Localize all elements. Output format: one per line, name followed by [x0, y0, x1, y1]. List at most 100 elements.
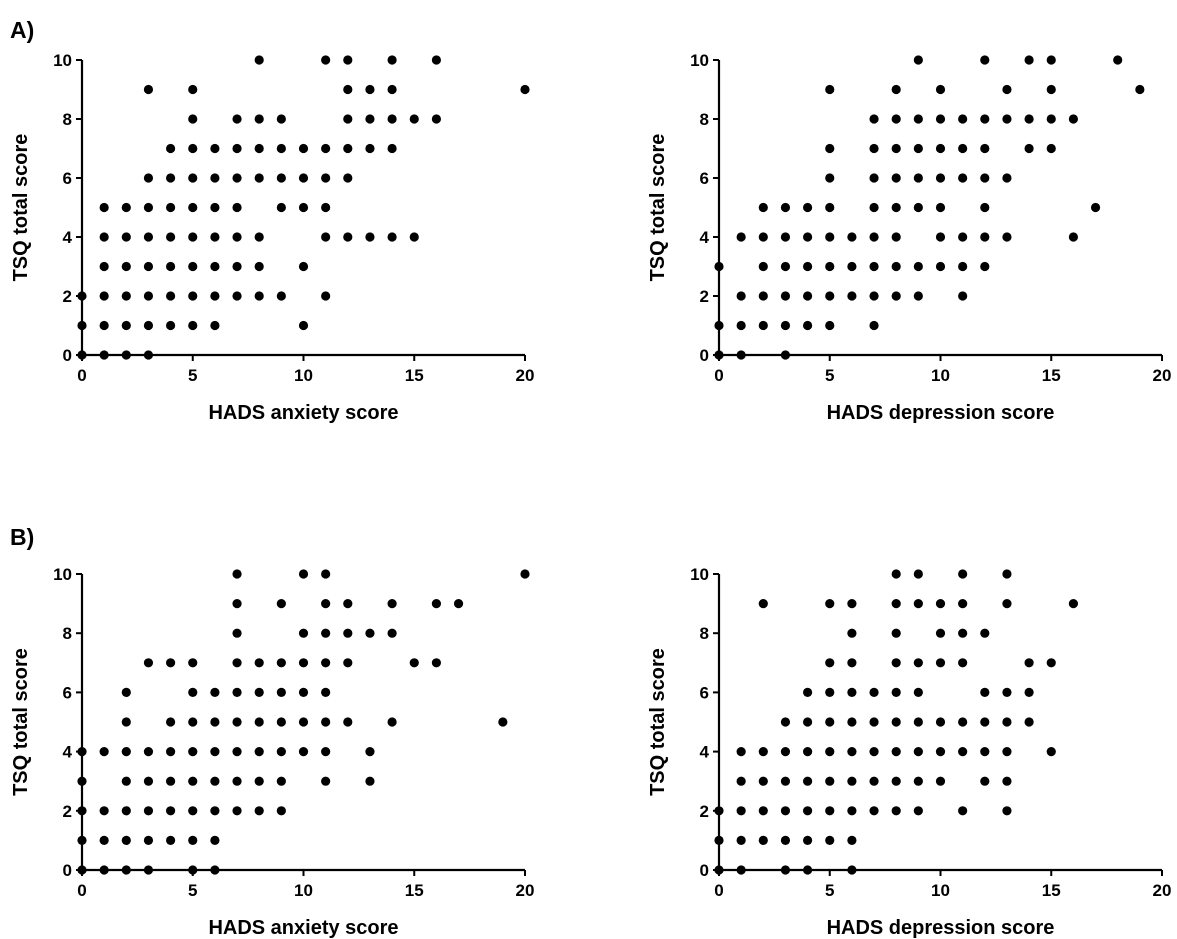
- data-point: [254, 232, 264, 242]
- data-point: [825, 202, 835, 213]
- data-point: [958, 658, 968, 668]
- data-point: [298, 717, 309, 727]
- data-point: [913, 291, 923, 301]
- x-tick-label: 10: [294, 881, 313, 900]
- data-point: [1002, 717, 1012, 727]
- data-point: [980, 747, 990, 757]
- data-point: [99, 350, 109, 360]
- x-tick-label: 0: [714, 881, 723, 900]
- data-point: [143, 350, 154, 360]
- data-point: [254, 776, 264, 786]
- data-point: [736, 350, 746, 360]
- data-point: [321, 628, 331, 638]
- x-tick-label: 10: [294, 366, 313, 385]
- data-point: [1135, 84, 1145, 95]
- data-point: [210, 835, 220, 846]
- data-point: [891, 569, 901, 579]
- data-point: [825, 599, 835, 609]
- data-point: [121, 261, 131, 272]
- data-point: [431, 114, 441, 124]
- data-point: [958, 599, 968, 609]
- data-point: [298, 261, 309, 272]
- data-point: [343, 232, 353, 242]
- y-tick-label: 4: [63, 743, 73, 762]
- data-point: [780, 717, 791, 727]
- data-point: [321, 569, 331, 579]
- data-point: [232, 569, 242, 579]
- data-point: [1046, 658, 1056, 668]
- y-tick-label: 8: [63, 624, 72, 643]
- data-point: [935, 202, 946, 213]
- data-point: [121, 747, 131, 757]
- data-point: [321, 232, 331, 242]
- data-point: [143, 806, 154, 816]
- data-point: [803, 202, 813, 213]
- data-point: [958, 143, 968, 154]
- data-point: [276, 717, 286, 727]
- data-point: [980, 143, 990, 154]
- data-point: [498, 717, 508, 727]
- data-point: [232, 628, 242, 638]
- data-point: [913, 658, 923, 668]
- y-tick-label: 10: [690, 51, 709, 70]
- data-point: [121, 717, 131, 727]
- data-point: [77, 806, 87, 816]
- data-point: [1002, 806, 1012, 816]
- data-point: [1046, 143, 1056, 154]
- data-point: [1046, 747, 1056, 757]
- data-point: [276, 114, 286, 124]
- data-point: [758, 202, 768, 213]
- data-point: [188, 261, 198, 272]
- data-point: [958, 747, 968, 757]
- data-point: [276, 658, 286, 668]
- data-point: [298, 658, 309, 668]
- y-axis-title: TSQ total score: [10, 134, 32, 282]
- data-point: [232, 114, 242, 124]
- data-point: [210, 865, 220, 875]
- scatter-plot-a-anxiety: 0 5 10 15 20 0 2 4 6 8 10 HADS anxiety score TSQ tot…: [10, 51, 534, 424]
- data-point: [188, 202, 198, 213]
- data-point: [935, 747, 946, 757]
- data-point: [210, 806, 220, 816]
- data-point: [232, 291, 242, 301]
- x-tick-label: 20: [1153, 366, 1172, 385]
- y-tick-label: 6: [700, 683, 709, 702]
- data-point: [1002, 599, 1012, 609]
- data-point: [143, 173, 154, 183]
- data-point: [935, 776, 946, 786]
- data-point: [121, 806, 131, 816]
- data-point: [736, 291, 746, 301]
- data-point: [343, 114, 353, 124]
- data-point: [780, 865, 791, 875]
- data-point: [780, 202, 791, 213]
- data-point: [254, 806, 264, 816]
- data-point: [321, 747, 331, 757]
- data-point: [913, 55, 923, 65]
- data-point: [1002, 114, 1012, 124]
- data-point: [188, 173, 198, 183]
- data-point: [714, 261, 724, 272]
- data-point: [758, 261, 768, 272]
- data-point: [143, 776, 154, 786]
- data-point: [1113, 55, 1123, 65]
- x-tick-label: 0: [714, 366, 723, 385]
- data-point: [758, 835, 768, 846]
- data-point: [913, 806, 923, 816]
- data-point: [891, 599, 901, 609]
- data-point: [1002, 776, 1012, 786]
- data-point: [935, 84, 946, 95]
- data-point: [387, 717, 397, 727]
- data-point: [210, 687, 220, 698]
- data-point: [143, 84, 154, 95]
- data-point: [166, 747, 176, 757]
- data-point: [869, 261, 879, 272]
- x-tick-label: 5: [188, 881, 197, 900]
- data-point: [780, 232, 791, 242]
- data-point: [232, 261, 242, 272]
- data-point: [714, 350, 724, 360]
- data-point: [736, 806, 746, 816]
- data-point: [121, 776, 131, 786]
- data-point: [1068, 232, 1078, 242]
- data-point: [121, 232, 131, 242]
- y-axis-title: TSQ total score: [647, 134, 669, 282]
